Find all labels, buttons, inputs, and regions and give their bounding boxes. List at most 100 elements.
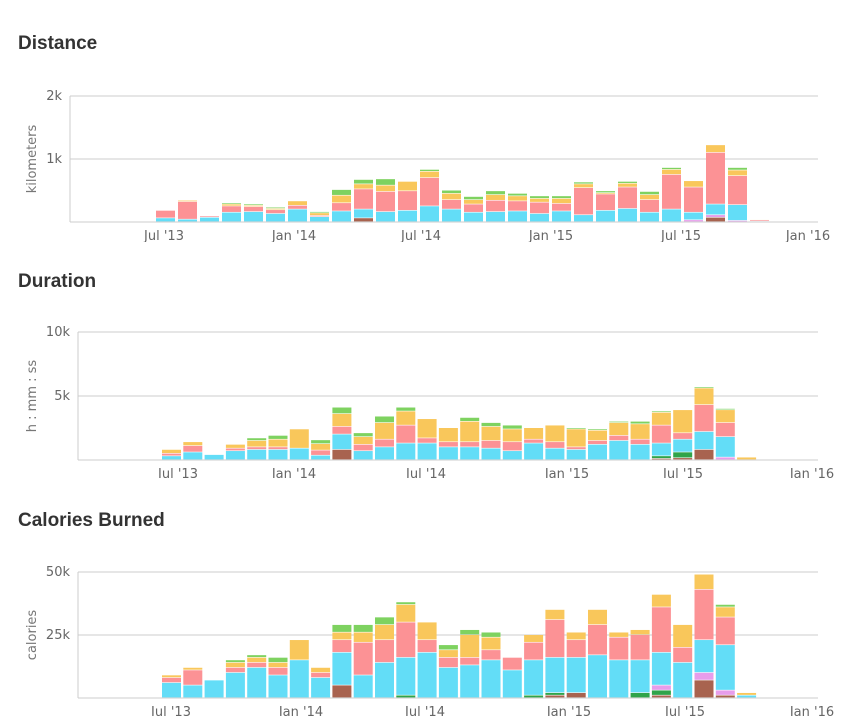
bar-segment bbox=[332, 640, 352, 653]
bar-segment bbox=[706, 145, 725, 153]
bar-segment bbox=[438, 442, 458, 447]
bar-segment bbox=[353, 451, 373, 460]
bar-segment bbox=[508, 201, 527, 211]
bar-segment bbox=[376, 211, 395, 222]
bar-segment bbox=[486, 191, 505, 195]
bar-segment bbox=[398, 210, 417, 222]
x-tick-label: Jul '13 bbox=[143, 229, 184, 242]
bar-segment bbox=[354, 184, 373, 189]
bar-segment bbox=[481, 422, 501, 427]
bar-segment bbox=[737, 457, 757, 460]
bar-segment bbox=[630, 439, 650, 445]
bar-segment bbox=[183, 685, 203, 698]
bar-segment bbox=[268, 657, 288, 663]
bar-segment bbox=[289, 660, 309, 698]
bar-segment bbox=[481, 448, 501, 460]
bar-segment bbox=[640, 212, 659, 222]
bar-segment bbox=[332, 407, 352, 414]
bar-segment bbox=[596, 193, 615, 194]
bar-segment bbox=[178, 219, 197, 222]
bar-segment bbox=[311, 444, 331, 450]
bar-segment bbox=[486, 194, 505, 200]
x-tick-label: Jul '15 bbox=[662, 467, 703, 478]
bar-segment bbox=[481, 440, 501, 448]
x-tick-label: Jul '13 bbox=[157, 467, 198, 478]
bar-segment bbox=[545, 442, 565, 448]
bar-segment bbox=[311, 667, 331, 673]
bar-segment bbox=[715, 645, 735, 690]
bar-segment bbox=[630, 692, 650, 698]
bar-segment bbox=[694, 589, 714, 640]
bar-segment bbox=[375, 662, 394, 698]
bar-segment bbox=[481, 637, 501, 650]
bar-segment bbox=[715, 604, 735, 607]
bar-segment bbox=[222, 212, 241, 222]
bar-segment bbox=[417, 622, 437, 640]
bar-segment bbox=[596, 194, 615, 211]
bar-segment bbox=[524, 635, 544, 642]
x-tick-label: Jan '14 bbox=[278, 705, 323, 716]
bar-segment bbox=[396, 695, 416, 698]
bar-segment bbox=[183, 667, 203, 670]
bar-segment bbox=[354, 189, 373, 209]
bar-segment bbox=[545, 695, 565, 698]
bar-segment bbox=[442, 209, 461, 222]
bar-segment bbox=[247, 657, 267, 663]
bar-segment bbox=[609, 435, 629, 441]
bar-segment bbox=[438, 645, 458, 650]
bar-segment bbox=[247, 447, 267, 450]
bar-segment bbox=[566, 657, 586, 693]
bar-segment bbox=[651, 443, 671, 456]
bar-segment bbox=[310, 216, 329, 222]
bar-segment bbox=[183, 452, 203, 460]
bar-segment bbox=[225, 448, 245, 451]
bar-segment bbox=[375, 624, 394, 640]
bar-segment bbox=[247, 662, 267, 668]
bar-segment bbox=[694, 574, 714, 590]
bar-segment bbox=[396, 657, 416, 695]
bar-segment bbox=[396, 604, 416, 622]
bar-segment bbox=[289, 429, 309, 448]
bar-segment bbox=[310, 215, 329, 217]
bar-segment bbox=[524, 660, 544, 695]
bar-segment bbox=[332, 652, 352, 685]
bar-segment bbox=[673, 452, 693, 458]
bar-segment bbox=[728, 176, 747, 205]
bar-segment bbox=[651, 458, 671, 460]
bar-segment bbox=[464, 199, 483, 204]
bar-segment bbox=[673, 410, 693, 433]
bar-segment bbox=[375, 447, 394, 460]
distance-chart: kilometers 1k 2k Jul '13 Jan '14 Jul '14 Jan '… bbox=[25, 89, 830, 242]
bar-segment bbox=[651, 412, 671, 425]
bar-segment bbox=[266, 213, 285, 222]
bar-segment bbox=[728, 167, 747, 170]
bar-segment bbox=[244, 211, 263, 222]
bar-segment bbox=[651, 456, 671, 459]
bar-segment bbox=[244, 206, 263, 212]
bar-segment bbox=[530, 196, 549, 199]
bar-segment bbox=[376, 185, 395, 192]
bar-segment bbox=[486, 211, 505, 222]
bar-segment bbox=[268, 667, 288, 675]
bar-segment bbox=[353, 436, 373, 445]
bar-segment bbox=[332, 413, 352, 427]
bar-segment bbox=[651, 425, 671, 443]
bar-segment bbox=[178, 201, 197, 219]
bar-segment bbox=[640, 199, 659, 212]
bar-segment bbox=[574, 184, 593, 188]
bar-segment bbox=[420, 169, 439, 171]
bar-segment bbox=[375, 640, 394, 663]
bar-segment bbox=[618, 183, 637, 187]
bar-segment bbox=[375, 416, 394, 423]
bar-segment bbox=[508, 211, 527, 222]
bar-segment bbox=[566, 447, 586, 450]
bar-segment bbox=[442, 199, 461, 209]
bar-segment bbox=[588, 430, 607, 441]
bar-segment bbox=[332, 195, 351, 203]
bar-segment bbox=[244, 204, 263, 206]
bar-segment bbox=[420, 177, 439, 206]
duration-chart-title: Duration bbox=[18, 271, 97, 292]
bar-segment bbox=[596, 210, 615, 222]
bar-segment bbox=[684, 212, 703, 220]
bar-segment bbox=[545, 657, 565, 693]
